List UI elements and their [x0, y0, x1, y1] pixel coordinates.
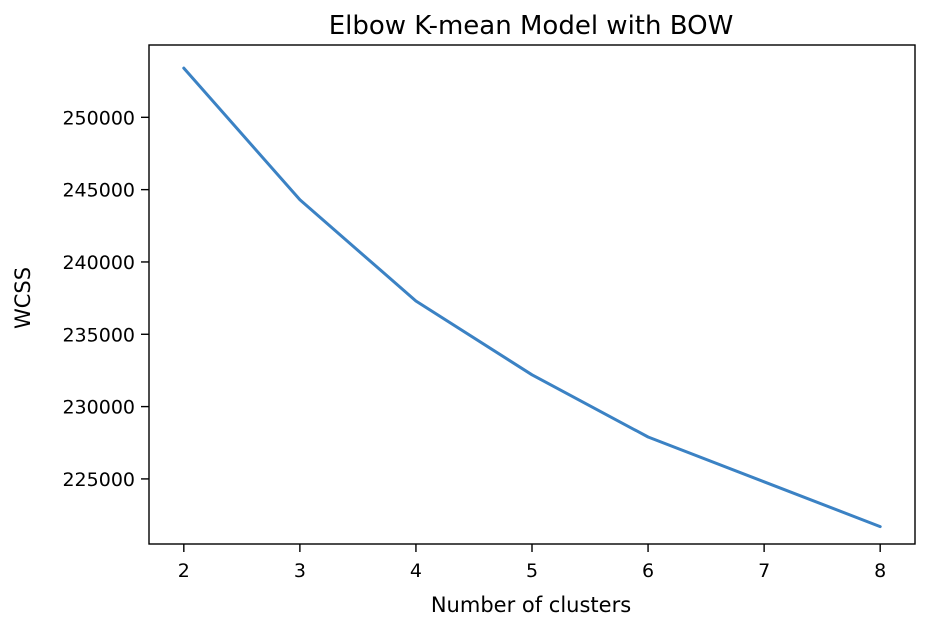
y-axis-ticks: 225000 230000 235000 240000 245000 250000 — [62, 107, 149, 491]
y-tick-label: 235000 — [62, 324, 135, 346]
x-tick-label: 4 — [410, 560, 422, 582]
y-tick-label: 250000 — [62, 107, 135, 129]
series-layer — [182, 66, 882, 529]
x-tick-label: 8 — [874, 560, 886, 582]
x-axis-label: Number of clusters — [431, 593, 631, 617]
x-tick-label: 2 — [178, 560, 190, 582]
y-axis-label: WCSS — [11, 267, 35, 329]
chart-title: Elbow K-mean Model with BOW — [329, 11, 734, 41]
y-tick-label: 225000 — [62, 469, 135, 491]
y-tick-label: 240000 — [62, 252, 135, 274]
wcss-series-line — [182, 66, 882, 529]
plot-area-frame — [148, 44, 916, 545]
y-tick-label: 230000 — [62, 397, 135, 419]
x-tick-label: 3 — [294, 560, 306, 582]
x-tick-label: 6 — [642, 560, 654, 582]
y-tick-label: 245000 — [62, 180, 135, 202]
x-tick-label: 7 — [758, 560, 770, 582]
x-axis-ticks: 2 3 4 5 6 7 8 — [178, 544, 886, 582]
x-tick-label: 5 — [526, 560, 538, 582]
